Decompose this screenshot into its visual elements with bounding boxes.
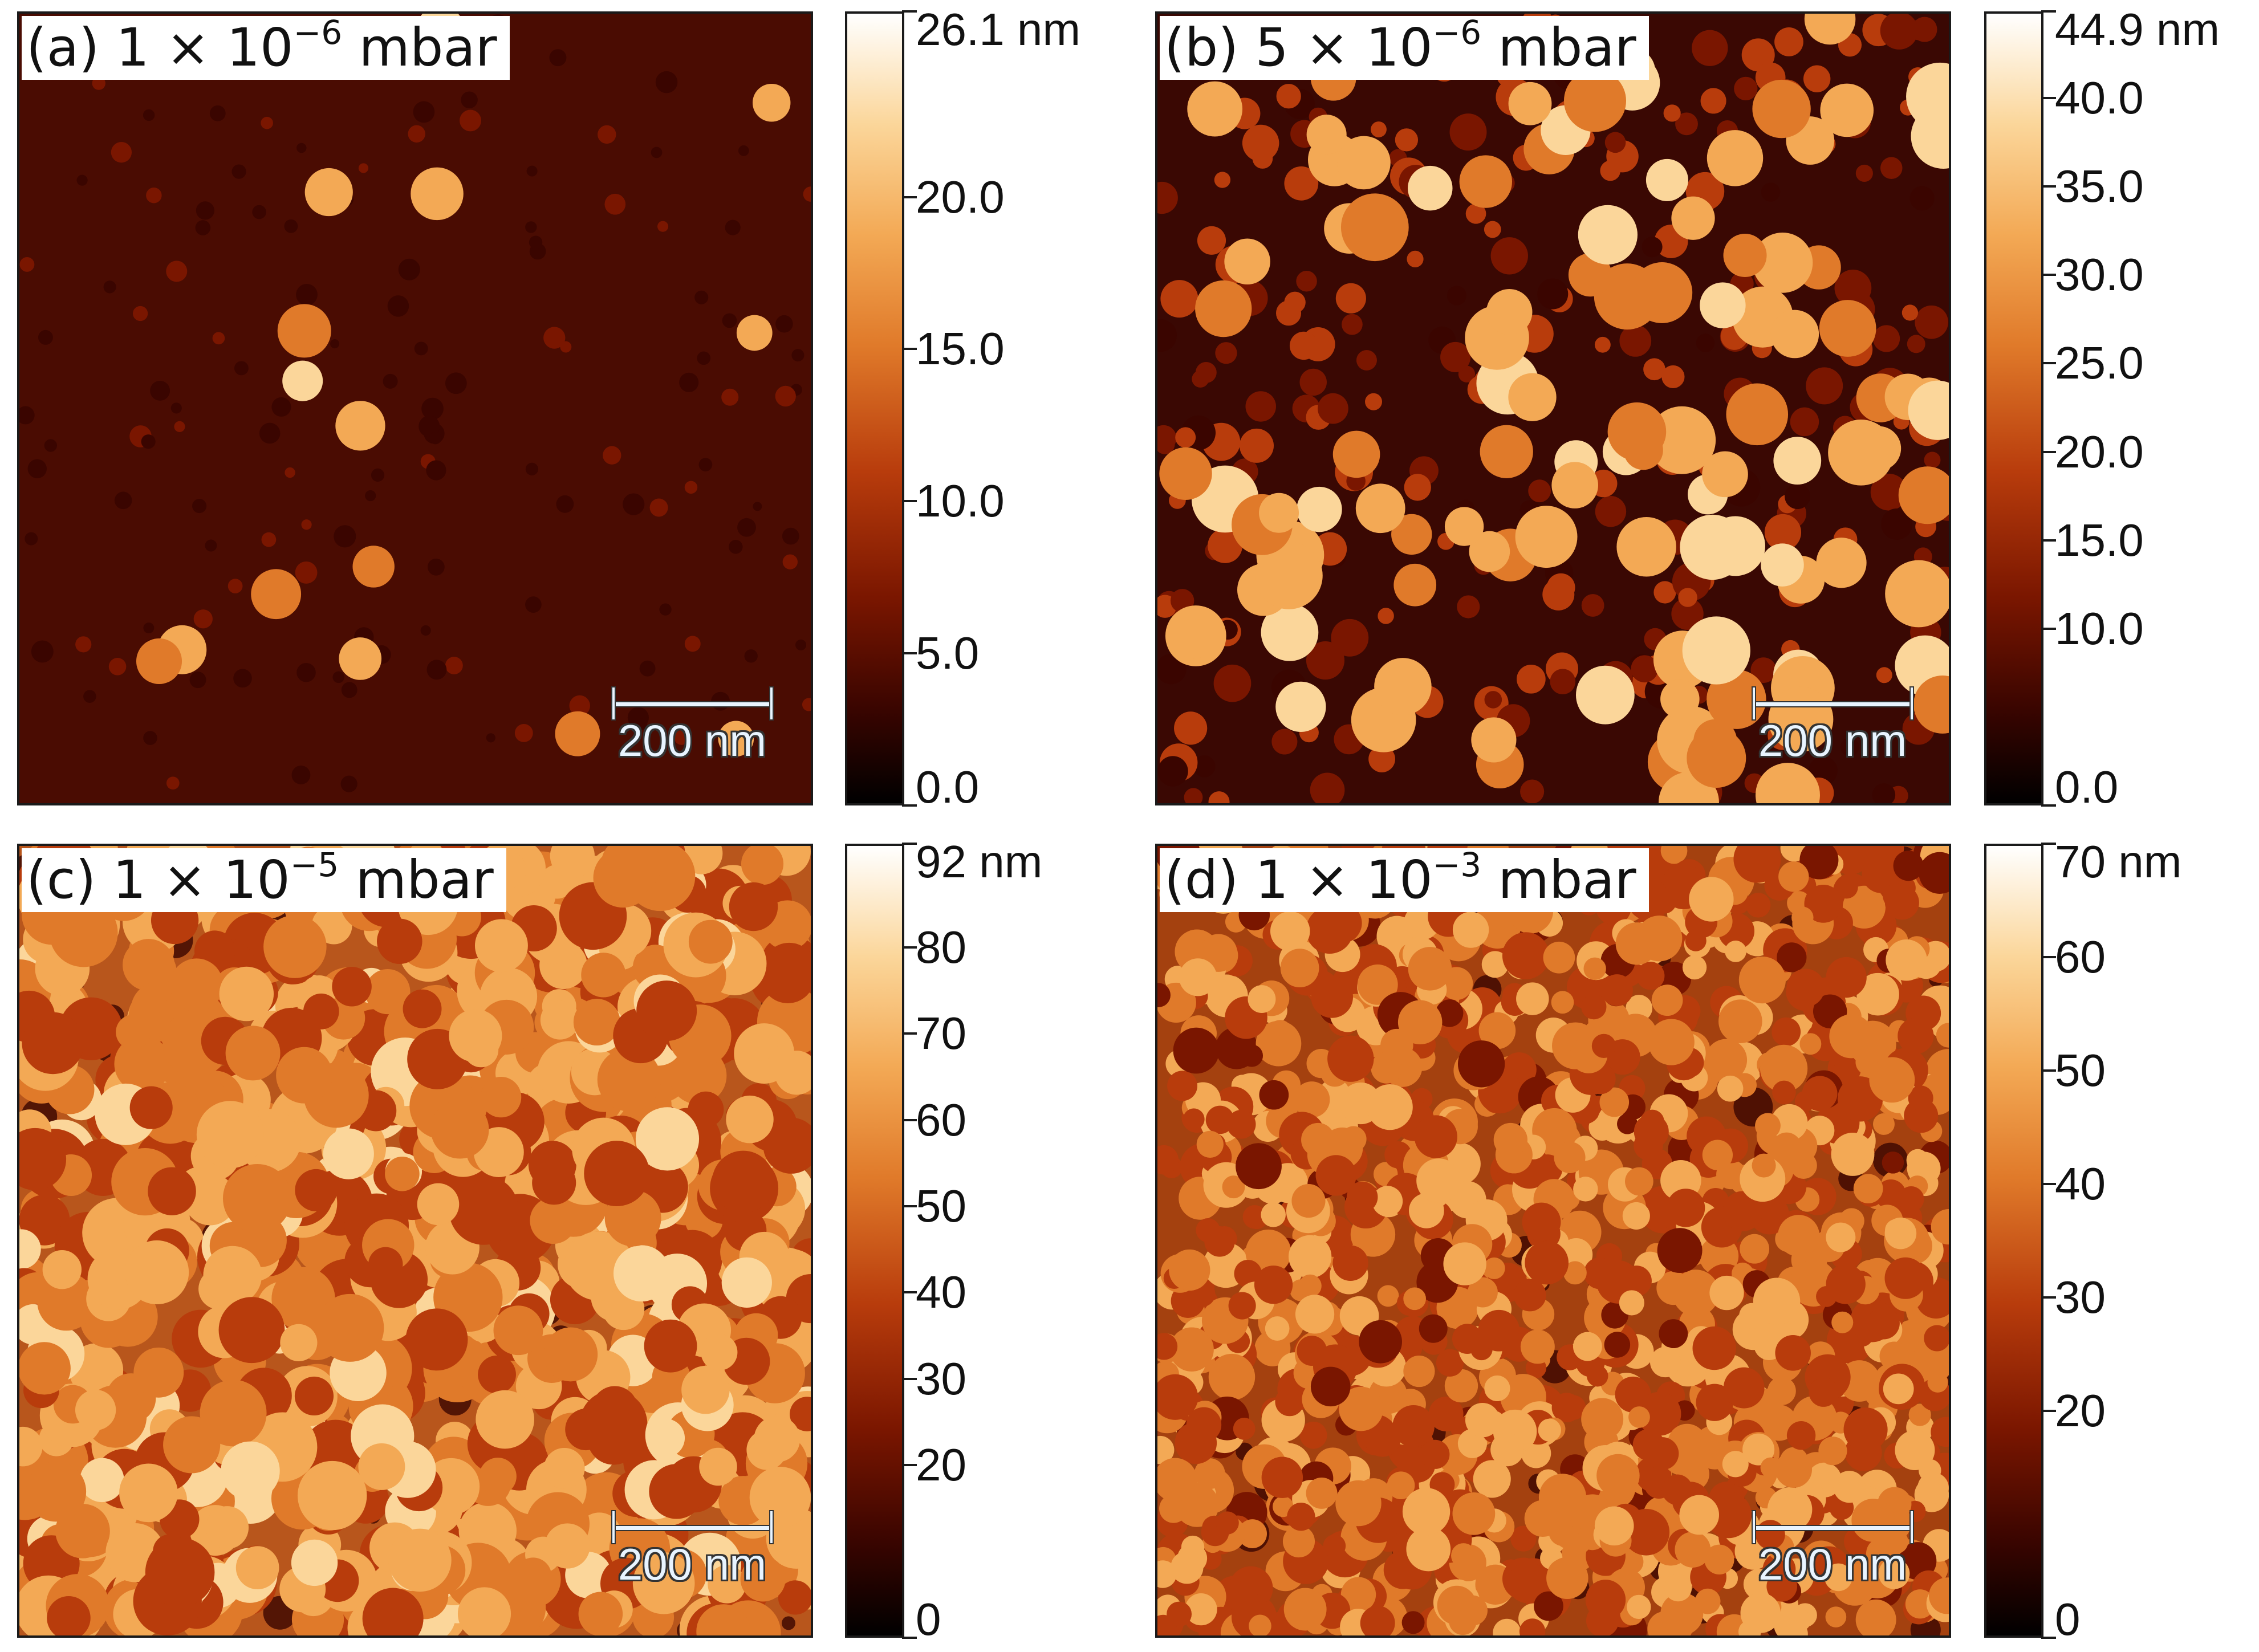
afm-panel-c: (c) 1 × 10−5 mbar 200 nm: [17, 844, 813, 1638]
colorbar-tick: [2041, 362, 2056, 365]
colorbar-tick-label: 0: [916, 1594, 941, 1645]
scale-bar-c: [611, 1510, 774, 1544]
colorbar-tick-label: 40: [916, 1267, 966, 1318]
afm-image-b: [1157, 14, 1949, 803]
colorbar-a: [845, 11, 904, 805]
scale-bar-label-b: 200 nm: [1758, 715, 1907, 766]
afm-panel-d: (d) 1 × 10−3 mbar 200 nm: [1155, 844, 1951, 1638]
colorbar-tick-label: 15.0: [2055, 514, 2144, 565]
colorbar-tick: [2041, 627, 2056, 630]
colorbar-tick: [902, 1291, 917, 1294]
colorbar-tick: [902, 843, 917, 845]
colorbar-tick: [902, 500, 917, 503]
colorbar-tick: [2041, 450, 2056, 453]
colorbar-tick: [902, 1032, 917, 1035]
colorbar-tick-label: 30: [2055, 1272, 2106, 1323]
scale-bar-label-c: 200 nm: [617, 1539, 767, 1589]
colorbar-tick: [902, 1205, 917, 1207]
colorbar-tick: [2041, 1637, 2056, 1639]
colorbar-tick: [2041, 1069, 2056, 1072]
colorbar-tick: [2041, 804, 2056, 807]
colorbar-tick: [902, 1464, 917, 1467]
scale-bar-label-a: 200 nm: [617, 715, 767, 766]
colorbar-tick: [902, 196, 917, 198]
colorbar-tick-label: 50: [2055, 1045, 2106, 1096]
colorbar-tick-label: 20.0: [2055, 426, 2144, 477]
colorbar-tick-label: 70: [916, 1008, 966, 1059]
colorbar-tick-label: 35.0: [2055, 161, 2144, 212]
colorbar-tick-label: 0.0: [916, 762, 980, 812]
colorbar-tick: [2041, 539, 2056, 542]
colorbar-tick-label: 20: [916, 1439, 966, 1491]
colorbar-tick-label: 30.0: [2055, 249, 2144, 300]
scale-bar-a: [611, 686, 774, 721]
panel-label-b: (b) 5 × 10−6 mbar: [1160, 16, 1649, 80]
colorbar-tick: [902, 1377, 917, 1380]
colorbar-tick: [902, 348, 917, 351]
colorbar-tick-label: 10.0: [916, 475, 1005, 527]
afm-image-c: [19, 846, 811, 1635]
scale-bar-d: [1752, 1510, 1914, 1544]
colorbar-tick: [2041, 1183, 2056, 1185]
panel-label-a: (a) 1 × 10−6 mbar: [22, 16, 510, 80]
colorbar-tick: [902, 10, 917, 13]
panel-label-d: (d) 1 × 10−3 mbar: [1160, 848, 1649, 912]
colorbar-tick: [902, 652, 917, 655]
colorbar-tick-label: 20: [2055, 1385, 2106, 1436]
colorbar-tick-label: 50: [916, 1180, 966, 1231]
colorbar-tick-label: 40.0: [2055, 72, 2144, 124]
colorbar-tick-label: 25.0: [2055, 337, 2144, 389]
colorbar-tick: [2041, 10, 2056, 13]
colorbar-tick-label: 0: [2055, 1594, 2081, 1645]
colorbar-max-label: 44.9 nm: [2055, 4, 2220, 55]
colorbar-tick-label: 10.0: [2055, 603, 2144, 654]
colorbar-tick: [2041, 1296, 2056, 1299]
colorbar-tick: [902, 804, 917, 807]
panel-label-c: (c) 1 × 10−5 mbar: [22, 848, 506, 912]
colorbar-tick-label: 60: [2055, 931, 2106, 982]
colorbar-tick-label: 0.0: [2055, 762, 2119, 812]
colorbar-tick: [2041, 956, 2056, 958]
colorbar-tick: [2041, 185, 2056, 188]
colorbar-tick: [2041, 843, 2056, 845]
colorbar-tick-label: 80: [916, 921, 966, 973]
colorbar-tick: [902, 946, 917, 949]
afm-panel-a: (a) 1 × 10−6 mbar 200 nm: [17, 11, 813, 805]
colorbar-d: [1984, 844, 2043, 1638]
colorbar-max-label: 92 nm: [916, 836, 1043, 887]
colorbar-c: [845, 844, 904, 1638]
colorbar-tick: [2041, 274, 2056, 276]
colorbar-tick-label: 5.0: [916, 628, 980, 679]
colorbar-tick-label: 40: [2055, 1158, 2106, 1209]
colorbar-max-label: 26.1 nm: [916, 4, 1081, 55]
afm-image-d: [1157, 846, 1949, 1635]
scale-bar-label-d: 200 nm: [1758, 1539, 1907, 1589]
scale-bar-b: [1752, 686, 1914, 721]
colorbar-tick-label: 30: [916, 1353, 966, 1404]
afm-image-a: [19, 14, 811, 803]
colorbar-tick: [2041, 1410, 2056, 1412]
colorbar-max-label: 70 nm: [2055, 836, 2182, 887]
colorbar-tick-label: 60: [916, 1094, 966, 1145]
colorbar-tick-label: 15.0: [916, 323, 1005, 375]
colorbar-b: [1984, 11, 2043, 805]
colorbar-tick: [2041, 97, 2056, 100]
colorbar-tick: [902, 1637, 917, 1639]
colorbar-tick-label: 20.0: [916, 171, 1005, 222]
colorbar-tick: [902, 1118, 917, 1121]
afm-panel-b: (b) 5 × 10−6 mbar 200 nm: [1155, 11, 1951, 805]
